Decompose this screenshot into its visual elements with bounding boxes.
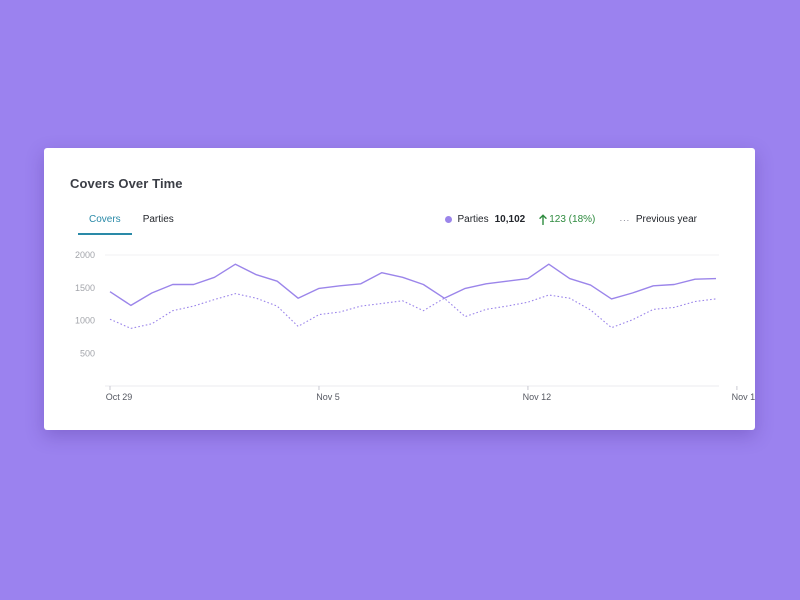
tab-bar: Covers Parties: [78, 214, 185, 235]
y-tick-label-1000: 1000: [75, 316, 95, 326]
dotted-line-icon: ···: [619, 214, 630, 225]
legend-previous-label: Previous year: [635, 214, 697, 225]
card-title: Covers Over Time: [70, 176, 183, 191]
y-tick-label-500: 500: [80, 348, 95, 358]
x-tick-label-0: Oct 29: [106, 392, 133, 402]
legend-series-value: 10,102: [494, 214, 526, 225]
covers-over-time-card: Covers Over Time Covers Parties Parties …: [44, 148, 755, 430]
legend-series-label: Parties: [457, 214, 489, 225]
y-tick-label-2000: 2000: [75, 250, 95, 260]
x-tick-label-3: Nov 19: [732, 392, 755, 402]
legend-previous-year: ··· Previous year: [619, 214, 697, 225]
arrow-up-icon: [539, 214, 547, 225]
tab-parties[interactable]: Parties: [142, 214, 174, 225]
x-tick-label-1: Nov 5: [316, 392, 340, 402]
x-tick-label-2: Nov 12: [523, 392, 552, 402]
legend-change: 123 (18%): [539, 214, 595, 225]
series-line-parties: [109, 263, 717, 307]
chart-legend: Parties 10,102 123 (18%) ··· Previous ye…: [444, 214, 697, 225]
tab-covers[interactable]: Covers: [78, 214, 132, 235]
parties-dot-icon: [444, 216, 452, 223]
series-line-previous-year: [109, 293, 717, 329]
y-tick-label-1500: 1500: [75, 283, 95, 293]
legend-change-text: 123 (18%): [549, 214, 596, 225]
line-chart: 500 1000 1500 2000 Oct 29 Nov 5 Nov 12 Nov 19: [75, 250, 755, 402]
